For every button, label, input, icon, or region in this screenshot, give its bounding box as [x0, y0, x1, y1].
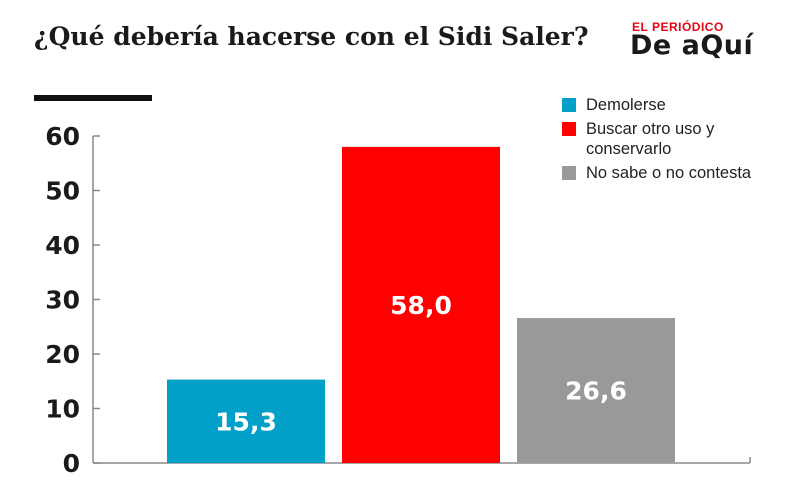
legend-swatch-nosabe: [562, 166, 576, 180]
bar-1: [167, 379, 325, 463]
y-tick-label: 10: [45, 395, 80, 424]
chart-legend: Demolerse Buscar otro uso y conservarlo …: [562, 95, 791, 187]
bar-value-label-2: 58,0: [390, 291, 452, 320]
y-tick-label: 60: [45, 122, 80, 151]
bar-3: [517, 318, 675, 463]
bar-value-label-1: 15,3: [215, 407, 277, 436]
legend-item-demolerse: Demolerse: [562, 95, 791, 115]
y-tick-label: 30: [45, 286, 80, 315]
legend-label-demolerse: Demolerse: [586, 96, 666, 114]
brand-logo: EL PERIÓDICO De aQuí: [628, 18, 768, 66]
legend-swatch-buscar: [562, 122, 576, 136]
bars-group: 15,3 58,0 26,6: [167, 146, 675, 463]
y-axis-ticks: 0 10 20 30 40 50 60: [45, 122, 751, 478]
y-tick-label: 0: [63, 449, 80, 478]
y-tick-label: 50: [45, 177, 80, 206]
bar-2: [342, 146, 500, 463]
legend-label-buscar: Buscar otro uso y conservarlo: [586, 120, 715, 158]
legend-item-nosabe: No sabe o no contesta: [562, 163, 791, 183]
title-divider: [34, 95, 152, 101]
logo-main-text: De aQuí: [630, 30, 754, 61]
legend-label-nosabe: No sabe o no contesta: [586, 164, 752, 182]
y-tick-label: 20: [45, 340, 80, 369]
y-tick-label: 40: [45, 231, 80, 260]
chart-title: ¿Qué debería hacerse con el Sidi Saler?: [34, 22, 589, 51]
legend-swatch-demolerse: [562, 98, 576, 112]
logo-top-text: EL PERIÓDICO: [632, 20, 724, 34]
legend-item-buscar: Buscar otro uso y conservarlo: [562, 119, 791, 159]
bar-value-label-3: 26,6: [565, 377, 627, 406]
